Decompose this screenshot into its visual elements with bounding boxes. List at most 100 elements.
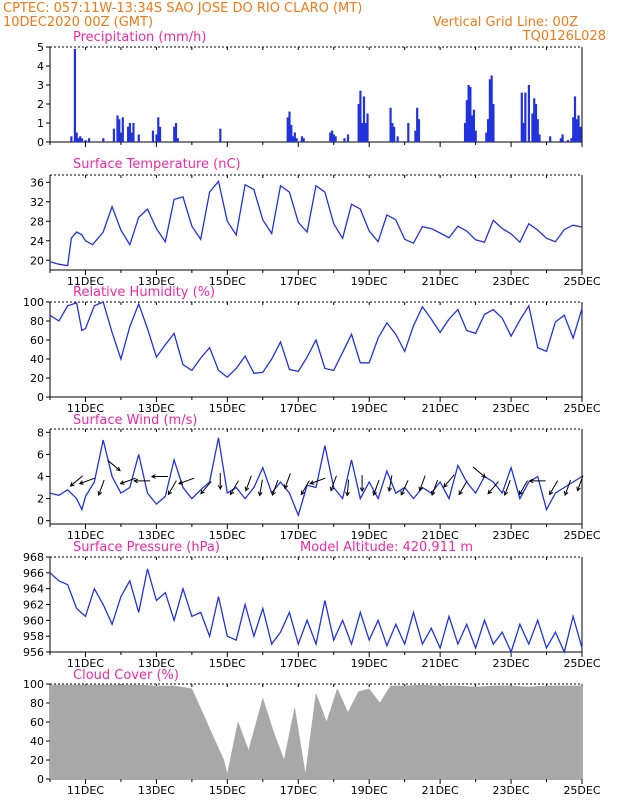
wind-arrow-head (387, 487, 392, 493)
wind-arrow (549, 480, 559, 495)
precip-bar (520, 92, 523, 142)
cloud-xtick-label: 21DEC (422, 784, 459, 797)
precip-bar (474, 130, 477, 142)
pres-ytick-label: 958 (23, 630, 44, 643)
precip-bar (155, 134, 158, 142)
precip-bar (524, 92, 527, 142)
wind-arrow-head (217, 485, 223, 490)
wind-arrow-head (178, 480, 184, 485)
precip-bar (174, 123, 178, 142)
wind-ytick-label: 4 (37, 471, 44, 484)
wind-arrow (472, 466, 486, 478)
wind-arrow-head (372, 491, 377, 497)
precip-bar (300, 136, 304, 142)
cloud-xtick-label: 11DEC (67, 784, 104, 797)
rh-xtick-label: 15DEC (209, 402, 246, 415)
wind-arrow (167, 480, 177, 495)
wind-arrow-head (458, 490, 463, 496)
precip-bar (119, 132, 123, 142)
wind-arrow-head (244, 486, 250, 492)
cloud-ytick-label: 20 (30, 754, 44, 767)
cloud-ytick-label: 100 (23, 678, 44, 691)
pres-xtick-label: 11DEC (67, 657, 104, 670)
wind-arrow-head (78, 480, 84, 485)
precip-bar (173, 126, 176, 142)
cloud-ytick-label: 60 (30, 716, 44, 729)
precip-bar (127, 126, 130, 142)
pres-xtick-label: 21DEC (422, 657, 459, 670)
precip-bar (158, 126, 162, 142)
precip-bar (469, 86, 472, 142)
precip-ytick-label: 3 (37, 79, 44, 92)
precip-bar (295, 138, 298, 142)
pres-xtick-label: 15DEC (209, 657, 246, 670)
wind-xtick-label: 17DEC (280, 529, 317, 542)
precip-bar (488, 79, 491, 142)
precip-bar (467, 85, 470, 142)
wind-arrow (98, 479, 105, 496)
precip-bar (485, 132, 488, 142)
precip-bar (302, 138, 305, 142)
precip-bar (391, 123, 394, 142)
precip-bar (487, 119, 490, 142)
precip-bar (102, 138, 105, 142)
wind-arrow-head (528, 478, 534, 484)
cloud-xtick-label: 17DEC (280, 784, 317, 797)
precip-bar (70, 136, 73, 142)
precip-bar (536, 119, 539, 142)
precip-bar (77, 138, 80, 142)
temp-xtick-label: 19DEC (351, 275, 388, 288)
wind-arrow (229, 480, 239, 495)
wind-arrow-head (400, 490, 405, 496)
precip-ytick-label: 1 (37, 117, 44, 130)
precip-bar (492, 104, 495, 142)
precip-bar (575, 119, 578, 142)
precip-bar (137, 134, 140, 142)
wind-arrow-head (418, 486, 423, 492)
precip-bar (73, 48, 77, 142)
temp-ytick-label: 20 (30, 254, 44, 267)
wind-arrow (300, 480, 310, 495)
precip-ytick-label: 2 (37, 98, 44, 111)
pres-xtick-label: 19DEC (351, 657, 388, 670)
precip-bar (332, 134, 335, 142)
wind-arrow-head (97, 491, 103, 497)
precip-bar (570, 138, 573, 142)
wind-arrow-head (133, 478, 138, 484)
precip-bar (561, 134, 564, 142)
wind-arrow-head (150, 474, 156, 479)
precip-ytick-label: 4 (37, 60, 44, 73)
wind-arrow (259, 479, 263, 496)
precip-bar (84, 140, 87, 142)
rh-xtick-label: 23DEC (493, 402, 530, 415)
pres-ytick-label: 964 (23, 583, 44, 596)
precip-ytick-label: 5 (37, 41, 44, 54)
precip-bar (151, 130, 155, 142)
cloud-cover-area (49, 684, 583, 780)
wind-xtick-label: 15DEC (209, 529, 246, 542)
precip-bar (490, 75, 493, 142)
precip-bar (157, 117, 160, 142)
wind-arrow-head (329, 486, 335, 492)
temperature-title: Surface Temperature (nC) (73, 157, 241, 172)
wind-arrow (431, 479, 439, 496)
precip-bar (366, 113, 369, 142)
temp-xtick-label: 25DEC (563, 275, 600, 288)
wind-arrow (284, 473, 291, 489)
wind-arrow-head (300, 490, 306, 496)
precip-bar (293, 132, 296, 142)
precip-bar (389, 107, 392, 142)
wind-arrow-head (271, 491, 276, 497)
wind-arrow-head (257, 491, 263, 497)
wind-arrow (419, 475, 426, 491)
precip-bar (417, 119, 421, 142)
precip-bar (531, 113, 534, 142)
header-run-time: 10DEC2020 00Z (GMT) (3, 15, 153, 30)
cloud-xtick-label: 15DEC (209, 784, 246, 797)
cloud-ytick-label: 0 (37, 773, 44, 786)
wind-arrow-head (576, 486, 581, 492)
pres-xtick-label: 17DEC (280, 657, 317, 670)
wind-arrow (577, 475, 584, 491)
precip-bar (471, 115, 474, 142)
